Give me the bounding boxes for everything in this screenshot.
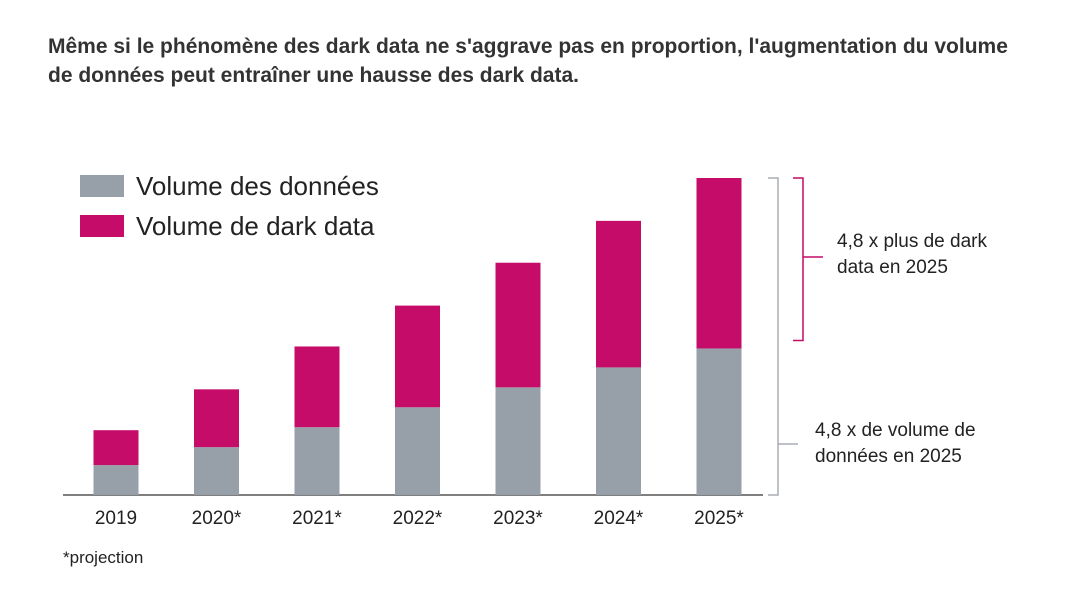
bar-volume-5	[596, 367, 641, 495]
bracket-dark-data	[793, 177, 804, 342]
bar-dark-data-4	[495, 262, 541, 388]
x-tick-label: 2024*	[594, 508, 644, 529]
bar-dark-data-6	[696, 177, 742, 349]
legend: Volume des données Volume de dark data	[80, 166, 379, 246]
legend-item-volume: Volume des données	[80, 166, 379, 206]
chart-title: Même si le phénomène des dark data ne s'…	[48, 35, 1008, 87]
footnote: *projection	[63, 548, 144, 567]
bar-volume-0	[93, 465, 139, 495]
x-tick-label: 2023*	[493, 508, 543, 529]
bar-volume-3	[395, 407, 440, 495]
legend-swatch-volume	[80, 175, 124, 197]
bar-volume-2	[294, 427, 340, 495]
bar-dark-data-3	[395, 305, 440, 408]
bar-dark-data-2	[294, 346, 340, 428]
bar-dark-data-0	[93, 430, 139, 466]
annotation-volume: 4,8 x de volume de données en 2025	[815, 420, 976, 467]
x-tick-label: 2025*	[694, 508, 744, 529]
x-tick-label: 2020*	[192, 508, 242, 529]
bar-volume-6	[696, 348, 742, 495]
bar-volume-1	[194, 447, 239, 495]
bar-dark-data-1	[194, 389, 239, 448]
x-tick-label: 2022*	[393, 508, 443, 529]
bracket-volume	[768, 177, 779, 496]
legend-label-dark-data: Volume de dark data	[136, 210, 375, 241]
annotation-dark-data: 4,8 x plus de dark data en 2025	[837, 231, 987, 278]
legend-item-dark-data: Volume de dark data	[80, 206, 379, 246]
bar-volume-4	[495, 387, 541, 495]
x-tick-label: 2019	[95, 508, 137, 529]
legend-label-volume: Volume des données	[136, 170, 379, 201]
x-tick-label: 2021*	[292, 508, 342, 529]
legend-swatch-dark-data	[80, 215, 124, 237]
bar-dark-data-5	[596, 220, 641, 368]
